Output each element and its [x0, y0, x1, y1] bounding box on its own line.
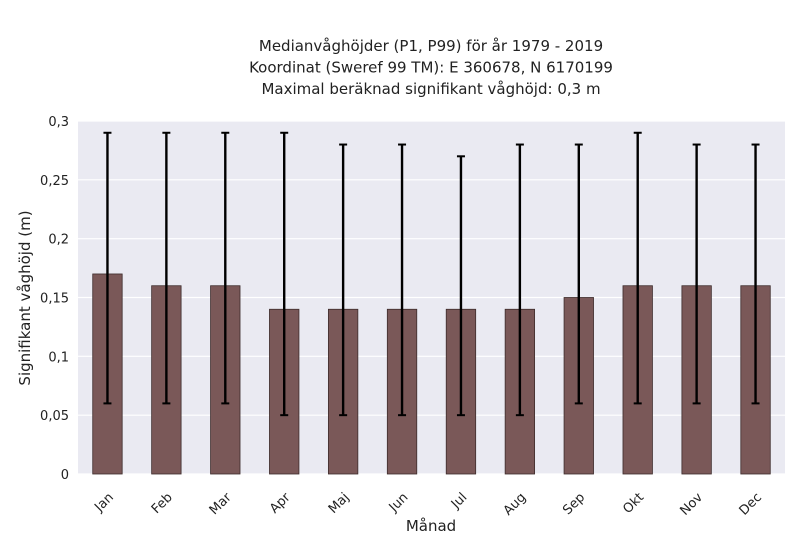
- y-axis-label: Signifikant våghöjd (m): [16, 210, 34, 385]
- x-tick-label: Jun: [386, 490, 412, 516]
- grid-lines: [78, 120, 785, 475]
- y-tick-label: 0,1: [48, 350, 69, 365]
- x-tick-label: Sep: [560, 490, 588, 518]
- y-tick-label: 0,05: [40, 409, 69, 424]
- x-tick-label: Aug: [501, 490, 530, 519]
- x-tick-label: Okt: [620, 490, 647, 517]
- x-tick-labels: Jan Feb Mar Apr Maj Jun Jul Aug Sep Okt Nov Dec: [91, 490, 765, 519]
- title-line-3: Maximal beräknad signifikant våghöjd: 0,…: [261, 80, 600, 98]
- y-tick-label: 0: [61, 468, 69, 483]
- chart-title: Medianvåghöjder (P1, P99) för år 1979 - …: [249, 37, 613, 98]
- y-tick-labels: 0 0,05 0,1 0,15 0,2 0,25 0,3: [40, 115, 69, 483]
- y-tick-label: 0,2: [48, 233, 69, 248]
- x-tick-label: Mar: [207, 490, 235, 518]
- x-tick-label: Nov: [677, 490, 706, 519]
- x-tick-label: Jul: [448, 490, 470, 512]
- x-tick-label: Feb: [149, 490, 176, 517]
- x-tick-label: Maj: [326, 490, 353, 517]
- y-tick-label: 0,15: [40, 292, 69, 307]
- error-bars: [103, 131, 760, 417]
- x-axis-label: Månad: [406, 517, 456, 535]
- y-tick-label: 0,25: [40, 174, 69, 189]
- title-line-1: Medianvåghöjder (P1, P99) för år 1979 - …: [259, 37, 603, 55]
- title-line-2: Koordinat (Sweref 99 TM): E 360678, N 61…: [249, 59, 613, 77]
- x-tick-label: Apr: [267, 490, 294, 517]
- y-tick-label: 0,3: [48, 115, 69, 130]
- x-tick-label: Jan: [91, 490, 116, 515]
- x-tick-label: Dec: [737, 490, 765, 518]
